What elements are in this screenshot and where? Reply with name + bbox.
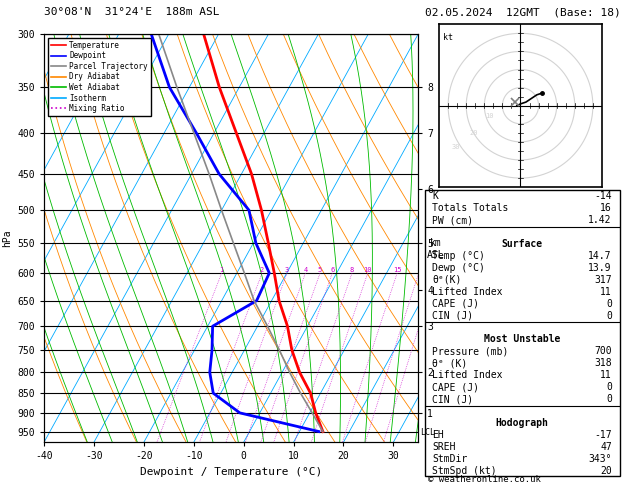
Text: CAPE (J): CAPE (J) xyxy=(432,382,479,392)
Text: 0: 0 xyxy=(606,298,612,309)
Text: LCL: LCL xyxy=(420,428,435,437)
Text: CIN (J): CIN (J) xyxy=(432,394,474,404)
Text: 3: 3 xyxy=(285,267,289,273)
Text: 8: 8 xyxy=(350,267,354,273)
Text: 02.05.2024  12GMT  (Base: 18): 02.05.2024 12GMT (Base: 18) xyxy=(425,7,620,17)
Text: EH: EH xyxy=(432,430,444,440)
Text: 15: 15 xyxy=(393,267,401,273)
Text: Hodograph: Hodograph xyxy=(496,418,548,428)
Text: 2: 2 xyxy=(260,267,264,273)
Text: 30: 30 xyxy=(451,144,460,150)
Text: Most Unstable: Most Unstable xyxy=(484,334,560,345)
Text: kt: kt xyxy=(443,34,453,42)
Text: 4: 4 xyxy=(303,267,308,273)
Text: θᵉ (K): θᵉ (K) xyxy=(432,358,467,368)
Legend: Temperature, Dewpoint, Parcel Trajectory, Dry Adiabat, Wet Adiabat, Isotherm, Mi: Temperature, Dewpoint, Parcel Trajectory… xyxy=(48,38,151,116)
Text: © weatheronline.co.uk: © weatheronline.co.uk xyxy=(428,474,540,484)
Text: 343°: 343° xyxy=(588,454,612,464)
Text: 14.7: 14.7 xyxy=(588,251,612,261)
Text: 700: 700 xyxy=(594,347,612,356)
Text: 317: 317 xyxy=(594,275,612,285)
Y-axis label: hPa: hPa xyxy=(2,229,12,247)
Text: 16: 16 xyxy=(600,203,612,213)
Text: 13.9: 13.9 xyxy=(588,263,612,273)
Text: 0: 0 xyxy=(606,382,612,392)
Text: 10: 10 xyxy=(364,267,372,273)
Text: CAPE (J): CAPE (J) xyxy=(432,298,479,309)
Text: Dewp (°C): Dewp (°C) xyxy=(432,263,485,273)
Text: StmSpd (kt): StmSpd (kt) xyxy=(432,466,497,476)
Text: StmDir: StmDir xyxy=(432,454,467,464)
Text: SREH: SREH xyxy=(432,442,456,452)
Text: -14: -14 xyxy=(594,191,612,201)
Text: Lifted Index: Lifted Index xyxy=(432,287,503,296)
Text: Surface: Surface xyxy=(501,239,543,249)
Text: 0: 0 xyxy=(606,311,612,321)
Text: 47: 47 xyxy=(600,442,612,452)
Text: 11: 11 xyxy=(600,287,612,296)
Text: 6: 6 xyxy=(330,267,335,273)
Text: Totals Totals: Totals Totals xyxy=(432,203,509,213)
Text: 5: 5 xyxy=(318,267,322,273)
X-axis label: Dewpoint / Temperature (°C): Dewpoint / Temperature (°C) xyxy=(140,467,322,477)
Text: 1: 1 xyxy=(220,267,224,273)
Text: -17: -17 xyxy=(594,430,612,440)
Text: Pressure (mb): Pressure (mb) xyxy=(432,347,509,356)
Text: CIN (J): CIN (J) xyxy=(432,311,474,321)
Text: 10: 10 xyxy=(486,113,494,120)
Text: K: K xyxy=(432,191,438,201)
Text: θᵉ(K): θᵉ(K) xyxy=(432,275,462,285)
Text: 20: 20 xyxy=(469,130,477,136)
Text: 30°08'N  31°24'E  188m ASL: 30°08'N 31°24'E 188m ASL xyxy=(44,7,220,17)
Text: Temp (°C): Temp (°C) xyxy=(432,251,485,261)
Text: 1.42: 1.42 xyxy=(588,215,612,225)
Text: PW (cm): PW (cm) xyxy=(432,215,474,225)
Y-axis label: km
ASL: km ASL xyxy=(427,238,445,260)
Text: 11: 11 xyxy=(600,370,612,381)
Text: Lifted Index: Lifted Index xyxy=(432,370,503,381)
Text: 318: 318 xyxy=(594,358,612,368)
Text: 20: 20 xyxy=(600,466,612,476)
Text: 0: 0 xyxy=(606,394,612,404)
